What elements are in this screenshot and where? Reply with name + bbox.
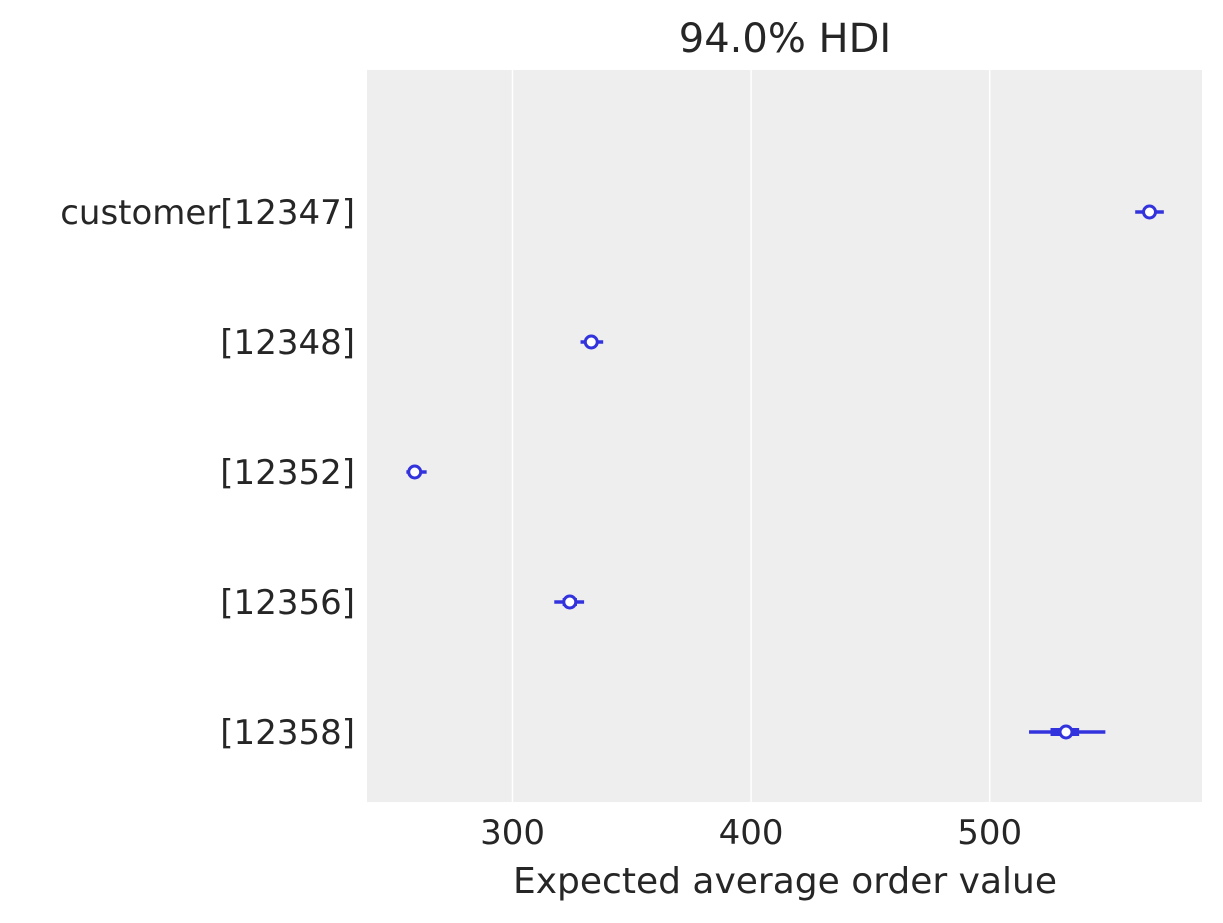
- grid-lines: [511, 70, 991, 802]
- mean-marker: [562, 594, 578, 610]
- hdi-intervals: [406, 204, 1164, 740]
- mean-marker: [1058, 724, 1074, 740]
- x-tick-label-400: 400: [719, 813, 784, 853]
- hdi-row-2: [406, 464, 427, 480]
- x-tick-label-300: 300: [480, 813, 545, 853]
- mean-marker: [583, 334, 599, 350]
- chart-title: 94.0% HDI: [679, 16, 891, 62]
- y-tick-label-2: [12352]: [220, 453, 355, 493]
- mean-marker: [407, 464, 423, 480]
- hdi-row-0: [1135, 204, 1164, 220]
- y-tick-label-1: [12348]: [220, 323, 355, 363]
- x-tick-labels: 300 400 500: [480, 813, 1022, 853]
- mean-marker: [1142, 204, 1158, 220]
- y-tick-label-0: customer[12347]: [60, 193, 355, 233]
- hdi-row-1: [580, 334, 604, 350]
- y-tick-labels: customer[12347] [12348] [12352] [12356] [123…: [60, 193, 355, 753]
- y-tick-label-3: [12356]: [220, 583, 355, 623]
- x-tick-label-500: 500: [957, 813, 1022, 853]
- hdi-row-4: [1029, 724, 1106, 740]
- x-axis-label: Expected average order value: [513, 861, 1057, 902]
- hdi-row-3: [554, 594, 585, 610]
- y-tick-label-4: [12358]: [220, 713, 355, 753]
- plot-area-background: [367, 70, 1202, 802]
